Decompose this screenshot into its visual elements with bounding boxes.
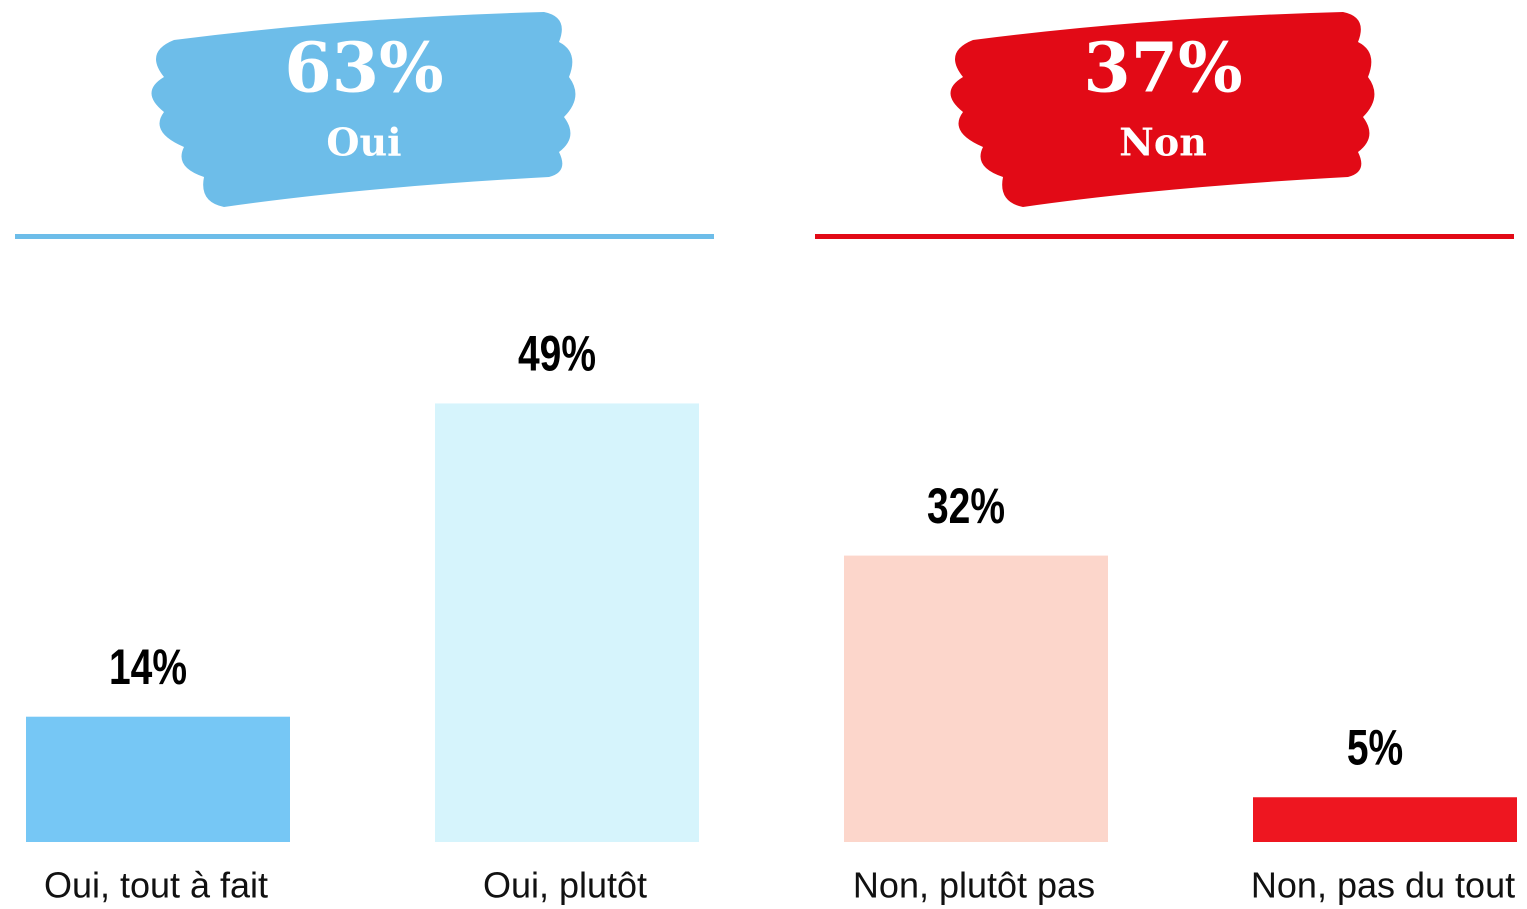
bar [26,717,290,842]
bar [435,403,699,842]
divider [15,234,714,239]
category-label: Non, pas du tout [1251,865,1515,906]
bar [1253,797,1517,842]
badge-name: Oui [326,120,401,165]
badge-percent: 37% [1083,29,1242,109]
category-label: Non, plutôt pas [853,865,1095,906]
value-label: 49% [518,325,596,382]
value-label: 32% [927,477,1005,534]
divider [815,234,1514,239]
category-label: Oui, tout à fait [44,865,268,906]
chart: 63% Oui 37% Non 14% Oui, tout à fait 49% Oui, p… [0,0,1527,909]
badge-percent: 63% [284,29,443,109]
value-label: 5% [1347,719,1403,776]
value-label: 14% [109,638,187,695]
bar [844,556,1108,842]
page: 63% Oui 37% Non 14% Oui, tout à fait 49% Oui, p… [0,0,1527,909]
category-label: Oui, plutôt [483,865,647,906]
badge-name: Non [1119,120,1207,165]
